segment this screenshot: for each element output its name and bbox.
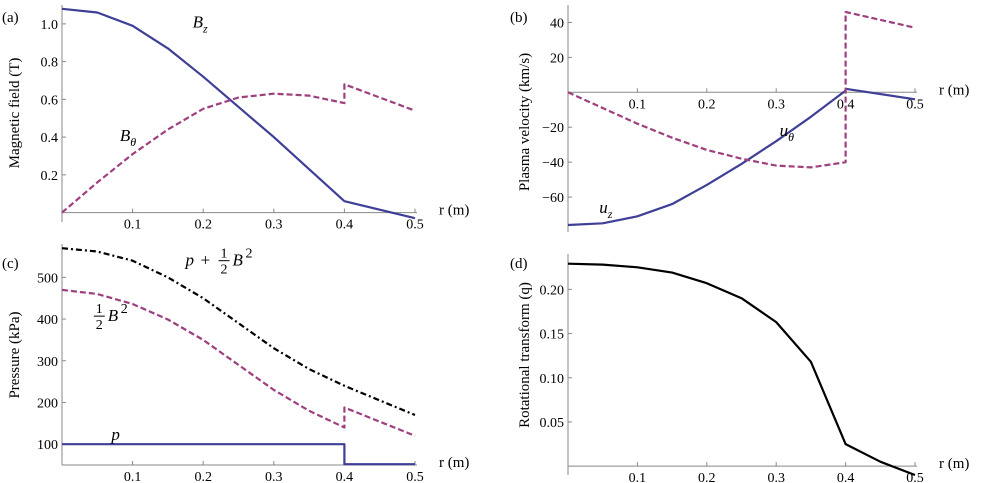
chart-panel-0: 0.1 0.2 0.3 0.4 0.5 0.2 0.4 0.6 0.8 1.0 r (m) Magne… <box>2 5 469 233</box>
formula-sup: 2 <box>246 247 253 262</box>
y-tick-label: 20 <box>550 51 564 66</box>
series-line <box>61 247 416 417</box>
series-line <box>567 262 916 477</box>
series-annotation: p <box>110 425 120 444</box>
y-axis-label: Magnetic field (T) <box>7 58 23 169</box>
formula-plus: + <box>200 251 211 270</box>
panel-label: (c) <box>2 256 19 272</box>
formula-num: 1 <box>221 247 228 262</box>
series-annotation: Bθ <box>120 126 136 149</box>
x-axis-label: r (m) <box>939 456 969 472</box>
series-line <box>61 7 416 220</box>
series-annotation-sub: θ <box>788 130 794 144</box>
series-line <box>61 83 416 214</box>
panel-label: (a) <box>2 10 19 26</box>
y-tick-label: −60 <box>542 191 564 206</box>
x-axis-label: r (m) <box>439 203 469 219</box>
chart-panel-3: 0.1 0.2 0.3 0.4 0.5 0.05 0.10 0.15 0.20 r (m) Rota… <box>510 254 969 483</box>
formula-den: 2 <box>221 263 228 278</box>
x-tick-label: 0.3 <box>767 97 785 112</box>
panel-label: (d) <box>510 256 528 272</box>
series-line <box>61 288 416 437</box>
y-axis-label: Pressure (kPa) <box>7 311 23 398</box>
series-annotation-sub: θ <box>130 135 136 149</box>
chart-panel-2: 0.1 0.2 0.3 0.4 0.5 100 200 300 400 500 r (m) Press… <box>2 244 469 483</box>
x-tick-label: 0.5 <box>906 471 924 483</box>
series-line <box>62 443 415 466</box>
x-tick-label: 0.5 <box>406 470 424 483</box>
x-axis-label: r (m) <box>439 455 469 471</box>
y-tick-label: −20 <box>542 121 564 136</box>
formula-p-plus-half-b2: p <box>185 251 195 270</box>
series-annotation-sub: z <box>607 207 613 221</box>
half-b2-den: 2 <box>96 318 103 333</box>
x-tick-label: 0.2 <box>698 97 716 112</box>
x-tick-label: 0.4 <box>837 97 855 112</box>
series-annotation-sub: z <box>202 22 208 36</box>
x-tick-label: 0.5 <box>906 97 924 112</box>
y-axis-label: Rotational transform (q) <box>517 282 533 428</box>
y-tick-label: 0.05 <box>540 416 565 431</box>
x-tick-label: 0.2 <box>194 218 212 233</box>
series-annotation: uz <box>599 198 613 221</box>
x-axis-label: r (m) <box>939 82 969 98</box>
y-tick-label: 300 <box>37 355 58 370</box>
x-tick-label: 0.3 <box>767 471 785 483</box>
y-tick-label: 0.4 <box>41 131 59 146</box>
chart-panel-1: 0.1 0.2 0.3 0.4 0.5 −60 −40 −20 20 40 r (m) Plasma … <box>510 5 969 232</box>
half-b2-sup: 2 <box>121 302 128 317</box>
half-b2-b: B <box>108 306 119 325</box>
series-annotation: Bz <box>193 13 208 36</box>
x-tick-label: 0.2 <box>698 471 716 483</box>
x-tick-label: 0.4 <box>837 471 855 483</box>
half-b2-num: 1 <box>96 302 103 317</box>
formula-b: B <box>233 251 244 270</box>
y-tick-label: 0.2 <box>41 169 59 184</box>
y-tick-label: 400 <box>37 313 58 328</box>
y-tick-label: 40 <box>550 16 564 31</box>
y-tick-label: 0.15 <box>540 328 565 343</box>
x-tick-label: 0.2 <box>194 470 212 483</box>
x-tick-label: 0.1 <box>629 97 647 112</box>
y-tick-label: 1.0 <box>41 18 59 33</box>
y-tick-label: 0.8 <box>41 56 59 71</box>
x-tick-label: 0.4 <box>336 470 354 483</box>
x-tick-label: 0.3 <box>265 218 283 233</box>
x-tick-label: 0.1 <box>124 218 142 233</box>
y-tick-label: −40 <box>542 156 564 171</box>
y-tick-label: 500 <box>37 271 58 286</box>
y-tick-label: 100 <box>37 438 58 453</box>
series-line <box>567 87 916 227</box>
series-line <box>567 10 916 169</box>
panel-label: (b) <box>510 10 528 26</box>
y-tick-label: 0.20 <box>540 283 565 298</box>
y-axis-label: Plasma velocity (km/s) <box>517 53 533 191</box>
x-tick-label: 0.4 <box>336 218 354 233</box>
x-tick-label: 0.5 <box>406 218 424 233</box>
x-tick-label: 0.3 <box>265 470 283 483</box>
y-tick-label: 0.10 <box>540 372 565 387</box>
y-tick-label: 0.6 <box>41 93 59 108</box>
x-tick-label: 0.1 <box>629 471 647 483</box>
series-annotation: uθ <box>780 121 795 144</box>
x-tick-label: 0.1 <box>124 470 142 483</box>
y-tick-label: 200 <box>37 396 58 411</box>
